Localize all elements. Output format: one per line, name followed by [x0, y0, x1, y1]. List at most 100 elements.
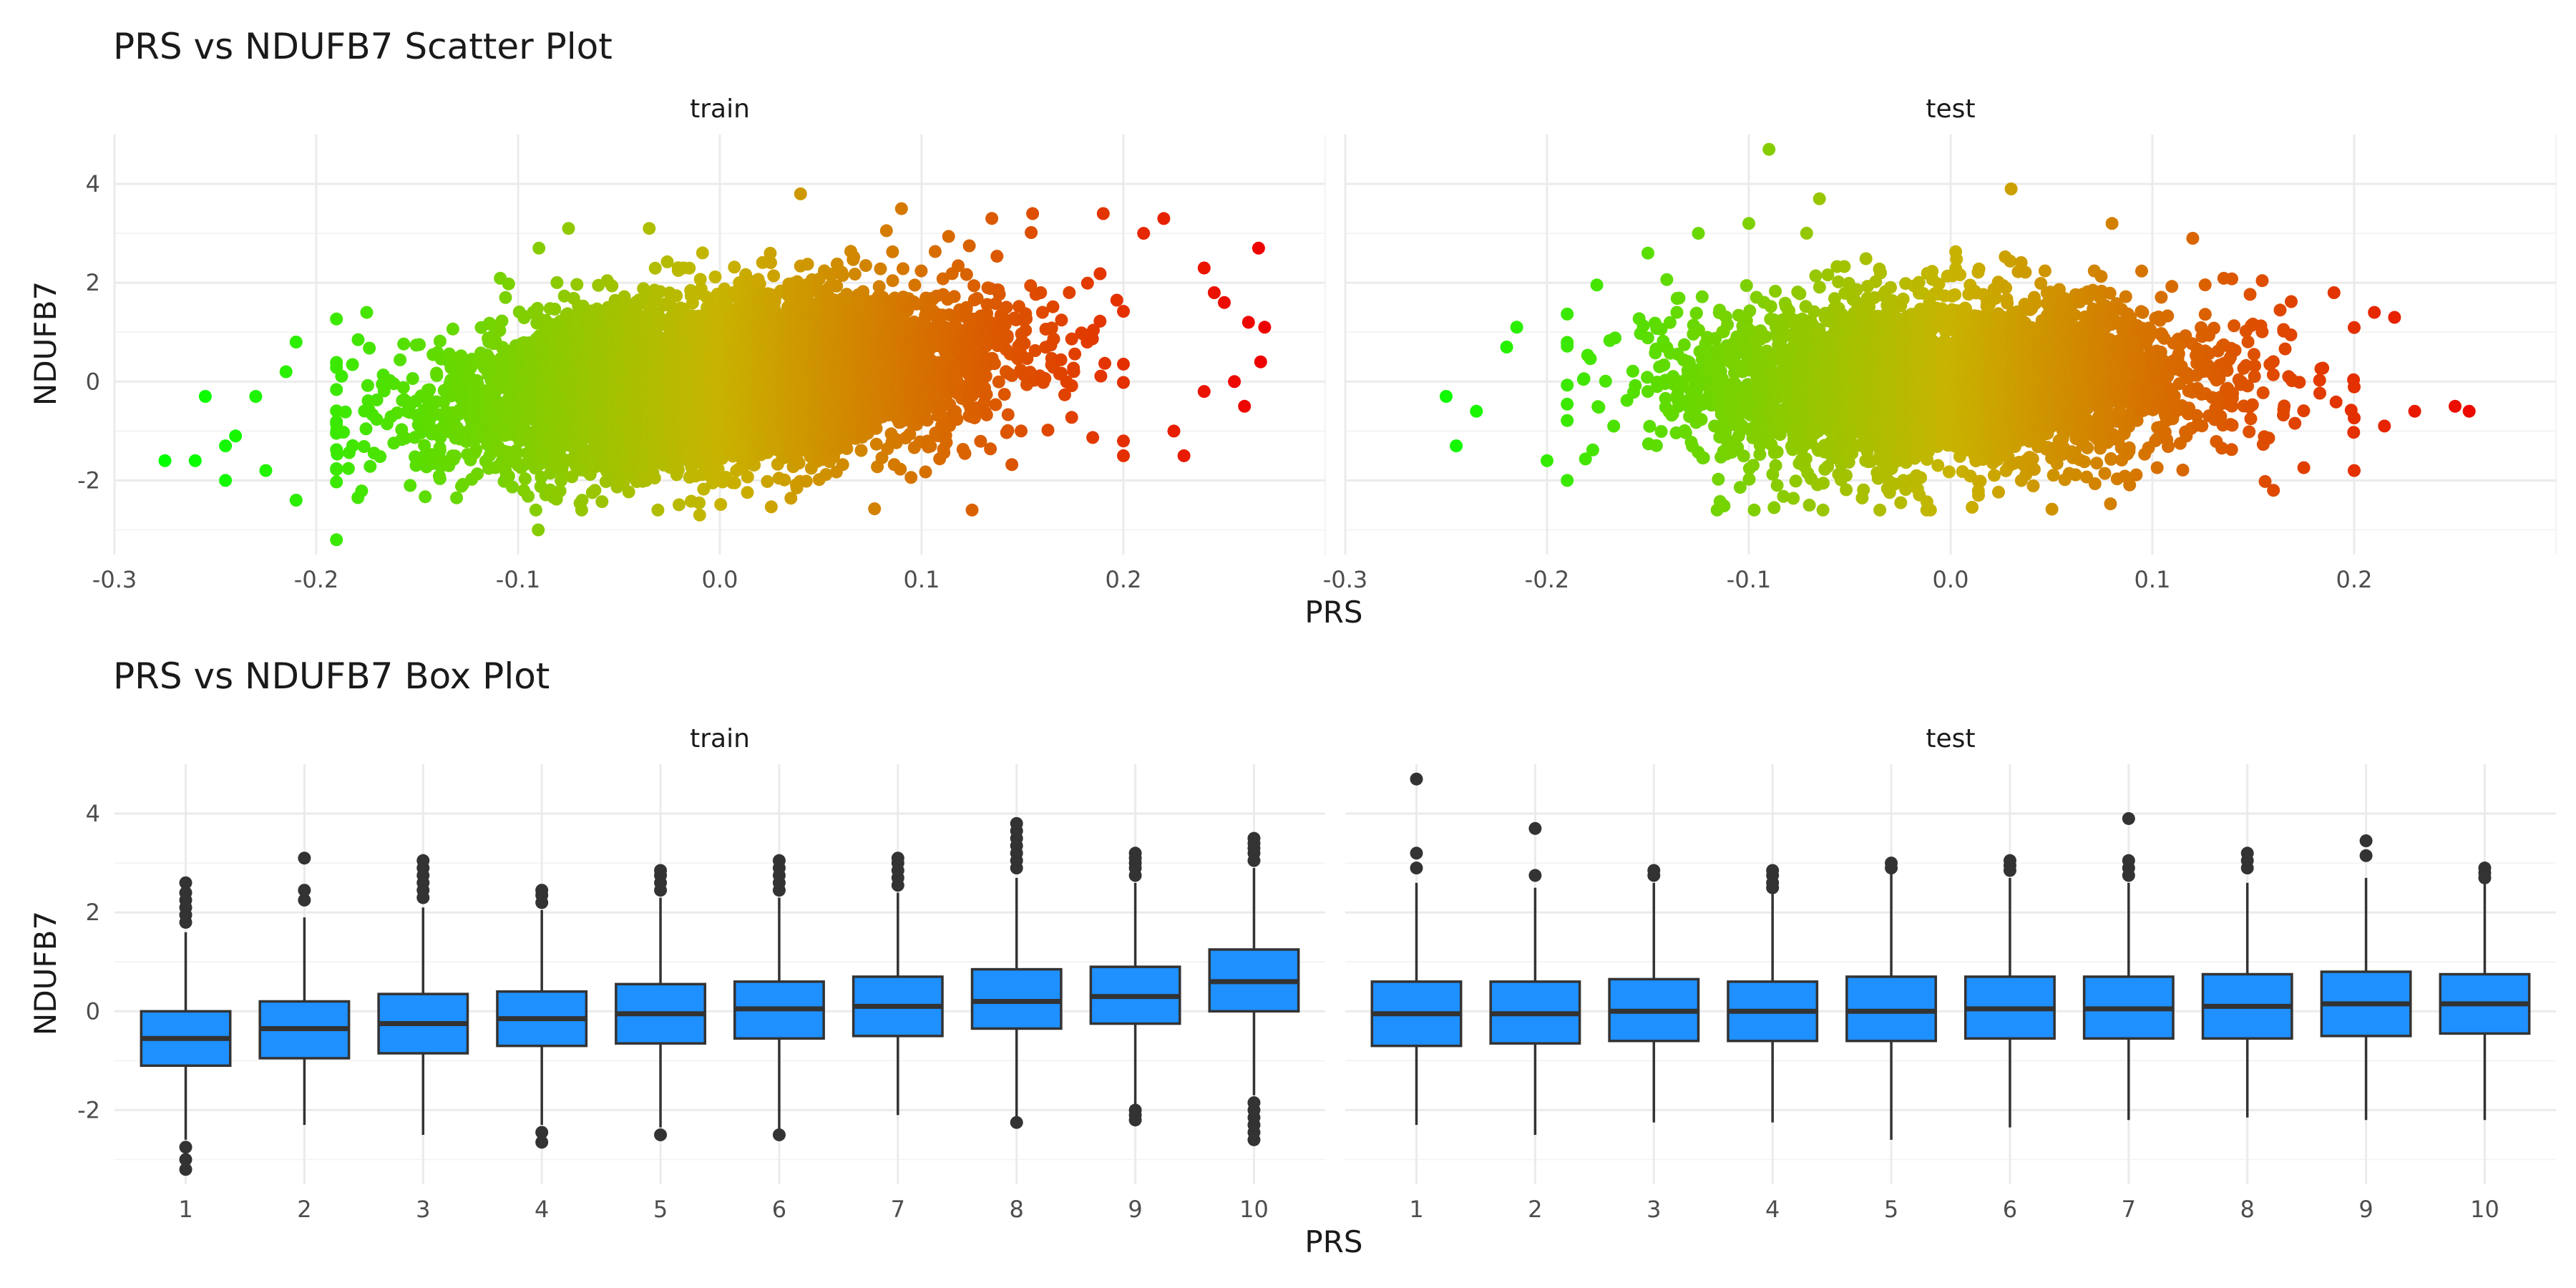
x-tick-label: -0.3	[92, 566, 137, 593]
scatter-point	[553, 484, 567, 498]
scatter-point	[330, 463, 343, 476]
scatter-point	[423, 383, 436, 396]
scatter-point	[532, 523, 545, 537]
scatter-point	[446, 322, 459, 336]
scatter-point	[673, 498, 686, 512]
panel-strip-label: train	[690, 94, 750, 124]
scatter-point	[370, 393, 384, 406]
scatter-point	[433, 334, 447, 348]
scatter-point	[341, 462, 355, 475]
scatter-points-train	[158, 187, 1272, 547]
scatter-point	[643, 222, 656, 235]
scatter-point	[471, 467, 484, 481]
scatter-point	[562, 222, 575, 235]
scatter-point	[399, 431, 412, 445]
scatter-point	[778, 473, 791, 487]
scatter-point	[714, 498, 728, 511]
scatter-point	[469, 443, 483, 457]
scatter-point	[338, 405, 352, 419]
scatter-point	[741, 486, 754, 499]
scatter-point	[355, 484, 369, 498]
y-tick-label: 0	[86, 368, 100, 395]
scatter-point	[767, 269, 781, 283]
x-tick-label: 0.0	[702, 566, 738, 593]
scatter-point	[588, 484, 602, 497]
scatter-point	[158, 454, 172, 467]
scatter-point	[448, 449, 462, 463]
scatter-point	[605, 279, 619, 293]
scatter-point	[792, 457, 806, 470]
scatter-point	[397, 337, 411, 351]
scatter-point	[377, 384, 391, 398]
scatter-point	[651, 503, 665, 517]
scatter-point	[522, 489, 535, 503]
scatter-point	[708, 270, 722, 283]
scatter-point	[259, 464, 273, 477]
scatter-point	[370, 413, 384, 426]
scatter-point	[794, 187, 807, 200]
scatter-point	[346, 439, 359, 452]
y-tick-label: 4	[86, 170, 100, 197]
scatter-point	[483, 449, 497, 462]
y-tick-label: 2	[86, 269, 100, 296]
x-tick-label: -0.2	[294, 566, 338, 593]
scatter-point	[683, 261, 696, 275]
scatter-point	[360, 306, 374, 319]
scatter-point	[548, 303, 562, 316]
scatter-point	[741, 470, 754, 484]
scatter-point	[346, 358, 359, 371]
scatter-point	[518, 472, 532, 486]
scatter-point	[648, 261, 662, 275]
scatter-point	[357, 440, 371, 453]
scatter-point	[728, 260, 741, 274]
scatter-point	[764, 256, 777, 270]
scatter-point	[219, 474, 233, 487]
scatter-point	[660, 255, 674, 268]
scatter-point	[648, 472, 661, 484]
scatter-point	[555, 474, 567, 487]
scatter-point	[529, 503, 542, 517]
scatter-point	[374, 450, 387, 464]
scatter-point	[396, 381, 410, 394]
scatter-point	[693, 496, 706, 509]
scatter-point	[728, 476, 741, 489]
scatter-point	[499, 291, 512, 304]
scatter-point	[351, 333, 365, 346]
scatter-point	[413, 338, 426, 351]
scatter-point	[764, 500, 778, 514]
scatter-point	[801, 258, 814, 271]
scatter-point	[799, 474, 813, 488]
scatter-point	[387, 377, 401, 391]
scatter-point	[419, 490, 432, 504]
scatter-point	[502, 469, 515, 483]
scatter-point	[409, 459, 423, 472]
scatter-point	[359, 422, 373, 436]
scatter-point	[502, 277, 515, 291]
scatter-point	[404, 479, 417, 492]
scatter-point	[330, 383, 343, 396]
scatter-point	[532, 241, 546, 255]
scatter-point	[595, 495, 609, 509]
scatter-point	[406, 372, 419, 385]
scatter-point	[622, 485, 635, 499]
scatter-point	[672, 463, 685, 477]
scatter-point	[330, 475, 343, 489]
scatter-point	[219, 439, 233, 453]
x-tick-label: 0.1	[904, 566, 940, 593]
scatter-point	[696, 246, 709, 260]
scatter-point	[361, 379, 374, 392]
scatter-point	[575, 503, 588, 517]
scatter-point	[391, 406, 404, 419]
scatter-point	[198, 390, 212, 403]
scatter-point	[575, 494, 589, 507]
scatter-point	[570, 278, 584, 291]
scatter-point	[330, 533, 343, 547]
scatter-point	[289, 336, 303, 348]
scatter-point	[670, 289, 683, 303]
scatter-point	[289, 494, 303, 507]
scatter-point	[495, 314, 509, 328]
scatter-point	[229, 429, 243, 443]
scatter-point	[331, 447, 344, 461]
